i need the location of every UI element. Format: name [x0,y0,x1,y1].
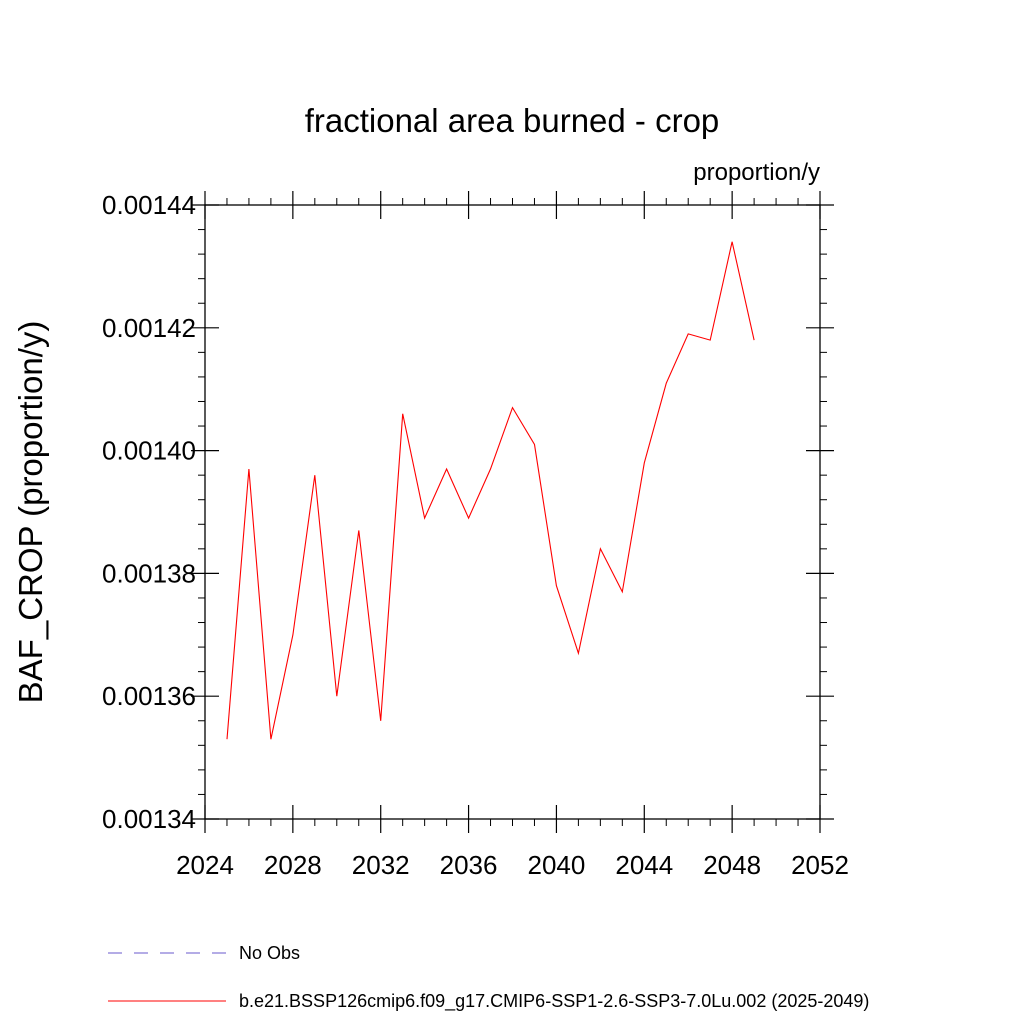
y-tick-label: 0.00140 [102,436,196,466]
y-tick-label: 0.00138 [102,558,196,588]
x-tick-label: 2044 [615,850,673,880]
legend-entry: No Obs [239,943,300,963]
y-axis-label: BAF_CROP (proportion/y) [12,321,49,704]
x-tick-label: 2036 [440,850,498,880]
units-label: proportion/y [693,159,820,186]
x-tick-label: 2052 [791,850,849,880]
y-tick-label: 0.00142 [102,313,196,343]
y-tick-label: 0.00144 [102,190,196,220]
chart-title: fractional area burned - crop [305,102,720,139]
axis-tick-labels: 2024 2028 2032 2036 2040 2044 2048 2052 0.00134 0… [102,190,849,880]
axis-ticks [191,191,834,833]
legend: No Obs b.e21.BSSP126cmip6.f09_g17.CMIP6-S… [108,943,869,1012]
plot-frame [204,204,821,820]
y-tick-label: 0.00136 [102,681,196,711]
series-line [226,241,755,740]
legend-entry: b.e21.BSSP126cmip6.f09_g17.CMIP6-SSP1-2.… [239,991,869,1012]
x-tick-label: 2040 [528,850,586,880]
series-layer [226,241,755,740]
x-tick-label: 2024 [176,850,234,880]
x-tick-label: 2032 [352,850,410,880]
y-tick-label: 0.00134 [102,804,196,834]
x-tick-label: 2028 [264,850,322,880]
x-tick-label: 2048 [703,850,761,880]
